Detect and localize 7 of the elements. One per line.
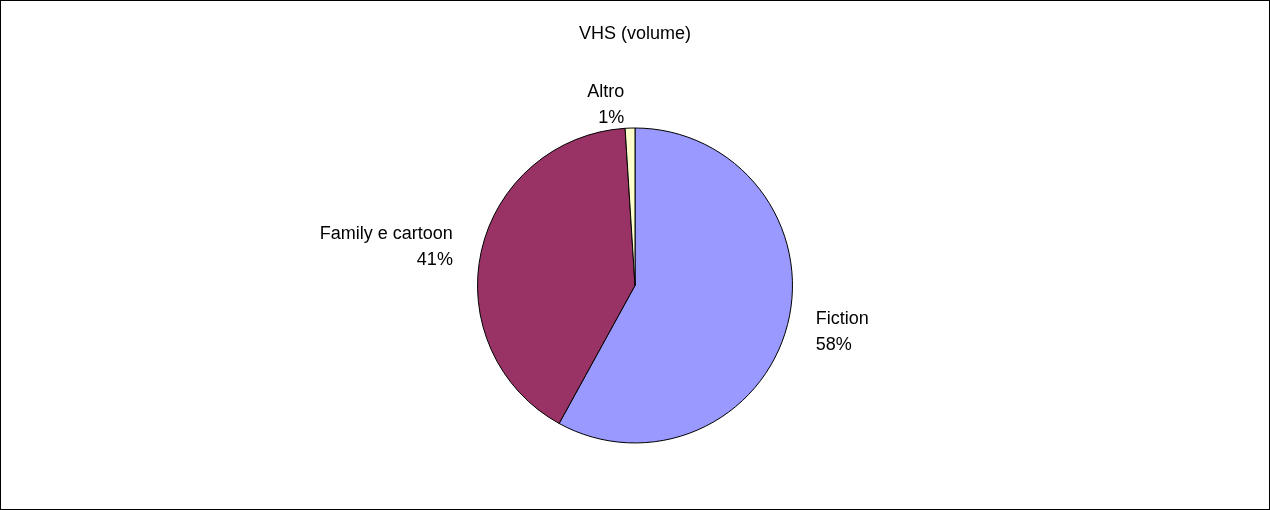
data-label: 1% — [598, 107, 625, 128]
slice-label: Altro — [587, 81, 625, 102]
slice-label: Fiction — [815, 307, 869, 328]
data-label: 41% — [416, 248, 453, 269]
chart-title: VHS (volume) — [578, 23, 692, 43]
slice-label: Family e cartoon — [319, 222, 453, 243]
data-label: 58% — [815, 333, 852, 354]
